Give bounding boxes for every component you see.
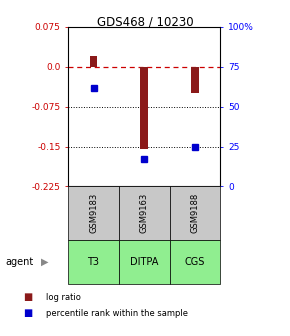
Text: CGS: CGS — [185, 257, 205, 267]
Bar — [140, 67, 148, 149]
Text: percentile rank within the sample: percentile rank within the sample — [46, 309, 188, 318]
Text: T3: T3 — [88, 257, 99, 267]
Text: ■: ■ — [23, 308, 32, 318]
Text: GDS468 / 10230: GDS468 / 10230 — [97, 15, 193, 28]
Bar — [90, 56, 97, 67]
Text: agent: agent — [6, 257, 34, 267]
Text: log ratio: log ratio — [46, 293, 81, 302]
Text: ■: ■ — [23, 292, 32, 302]
Text: ▶: ▶ — [41, 257, 49, 267]
Bar — [191, 67, 199, 93]
Text: GSM9188: GSM9188 — [191, 193, 200, 234]
Text: DITPA: DITPA — [130, 257, 158, 267]
Text: GSM9183: GSM9183 — [89, 193, 98, 234]
Text: GSM9163: GSM9163 — [140, 193, 149, 234]
